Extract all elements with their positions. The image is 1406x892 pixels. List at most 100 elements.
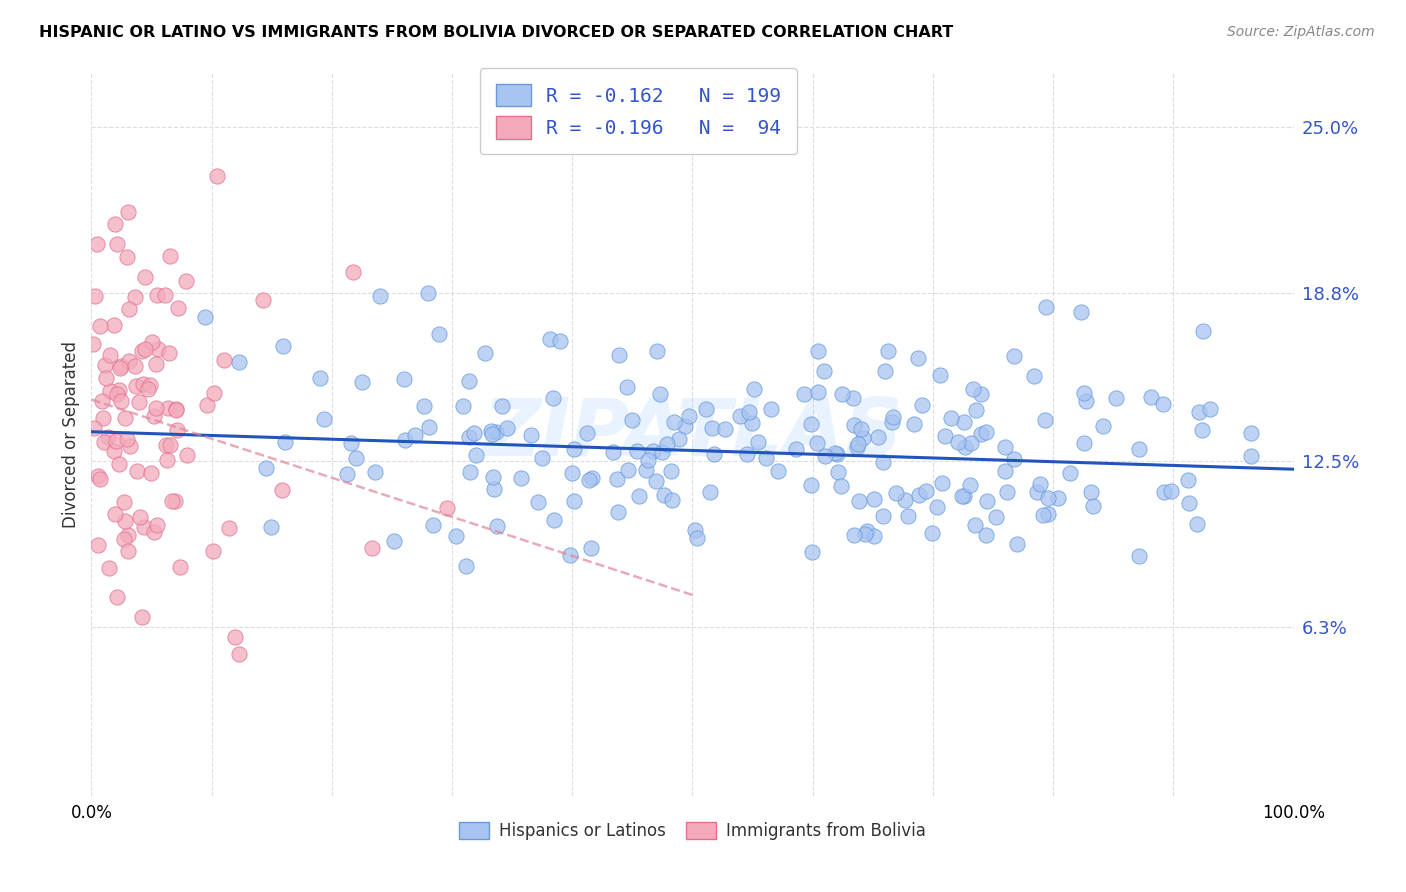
Point bbox=[602, 445, 624, 459]
Point bbox=[103, 318, 125, 332]
Point bbox=[392, 372, 415, 386]
Point bbox=[830, 478, 852, 492]
Point bbox=[352, 376, 374, 390]
Point bbox=[474, 346, 496, 360]
Point bbox=[155, 438, 177, 452]
Point bbox=[138, 377, 160, 392]
Point bbox=[645, 475, 668, 489]
Point bbox=[436, 500, 458, 515]
Point bbox=[907, 351, 929, 365]
Point bbox=[124, 359, 146, 373]
Point bbox=[93, 359, 115, 373]
Point bbox=[128, 509, 150, 524]
Point bbox=[634, 463, 657, 477]
Point bbox=[484, 482, 506, 496]
Point bbox=[458, 374, 481, 388]
Point bbox=[558, 548, 581, 562]
Point bbox=[156, 453, 179, 467]
Point bbox=[146, 342, 169, 356]
Point bbox=[863, 529, 886, 543]
Point bbox=[946, 434, 969, 449]
Point bbox=[142, 409, 165, 424]
Point bbox=[128, 394, 150, 409]
Point bbox=[141, 335, 163, 350]
Point bbox=[1076, 393, 1098, 408]
Point bbox=[368, 289, 391, 303]
Point bbox=[205, 169, 228, 183]
Point bbox=[742, 382, 765, 396]
Point bbox=[252, 293, 274, 308]
Point bbox=[87, 538, 110, 552]
Point bbox=[98, 384, 121, 398]
Point bbox=[994, 464, 1017, 478]
Point bbox=[616, 462, 638, 476]
Point bbox=[1104, 392, 1126, 406]
Point bbox=[169, 560, 191, 574]
Point bbox=[97, 430, 120, 444]
Point bbox=[202, 385, 225, 400]
Point bbox=[884, 486, 907, 500]
Point bbox=[418, 419, 440, 434]
Point bbox=[83, 421, 105, 435]
Point bbox=[842, 417, 865, 432]
Point bbox=[875, 364, 897, 378]
Point bbox=[927, 500, 949, 514]
Point bbox=[344, 451, 367, 466]
Point bbox=[127, 464, 149, 478]
Point bbox=[481, 427, 503, 442]
Point bbox=[1080, 484, 1102, 499]
Point bbox=[153, 287, 176, 301]
Point bbox=[578, 473, 600, 487]
Point bbox=[103, 443, 125, 458]
Point bbox=[422, 518, 444, 533]
Point bbox=[882, 415, 904, 429]
Point bbox=[921, 526, 943, 541]
Point bbox=[994, 440, 1017, 454]
Point bbox=[1046, 491, 1069, 505]
Point bbox=[831, 386, 853, 401]
Point bbox=[125, 379, 148, 393]
Point bbox=[364, 466, 387, 480]
Point bbox=[458, 465, 481, 479]
Point bbox=[801, 545, 824, 559]
Point bbox=[683, 523, 706, 537]
Point bbox=[735, 447, 758, 461]
Point bbox=[953, 440, 976, 454]
Point bbox=[1025, 485, 1047, 500]
Point bbox=[929, 368, 952, 383]
Point bbox=[274, 434, 297, 449]
Point bbox=[627, 489, 650, 503]
Point bbox=[1177, 474, 1199, 488]
Point bbox=[846, 437, 869, 451]
Point bbox=[195, 398, 218, 412]
Point bbox=[165, 403, 187, 417]
Point bbox=[703, 448, 725, 462]
Point bbox=[104, 217, 127, 231]
Point bbox=[541, 391, 564, 405]
Point bbox=[165, 401, 187, 416]
Point bbox=[1192, 324, 1215, 338]
Point bbox=[260, 519, 283, 533]
Point bbox=[1070, 305, 1092, 319]
Point bbox=[1029, 477, 1052, 491]
Point bbox=[648, 387, 671, 401]
Point bbox=[115, 432, 138, 446]
Text: ZIPATLAS: ZIPATLAS bbox=[482, 395, 903, 474]
Point bbox=[543, 513, 565, 527]
Point bbox=[728, 409, 751, 423]
Point bbox=[959, 478, 981, 492]
Point bbox=[651, 445, 673, 459]
Point bbox=[713, 422, 735, 436]
Point bbox=[962, 382, 984, 396]
Point bbox=[309, 371, 332, 385]
Point bbox=[737, 405, 759, 419]
Point bbox=[114, 411, 136, 425]
Point bbox=[110, 361, 132, 376]
Point bbox=[166, 301, 188, 315]
Point bbox=[132, 376, 155, 391]
Point bbox=[1139, 390, 1161, 404]
Point bbox=[134, 270, 156, 285]
Point bbox=[176, 274, 198, 288]
Point bbox=[114, 514, 136, 528]
Point bbox=[160, 494, 183, 508]
